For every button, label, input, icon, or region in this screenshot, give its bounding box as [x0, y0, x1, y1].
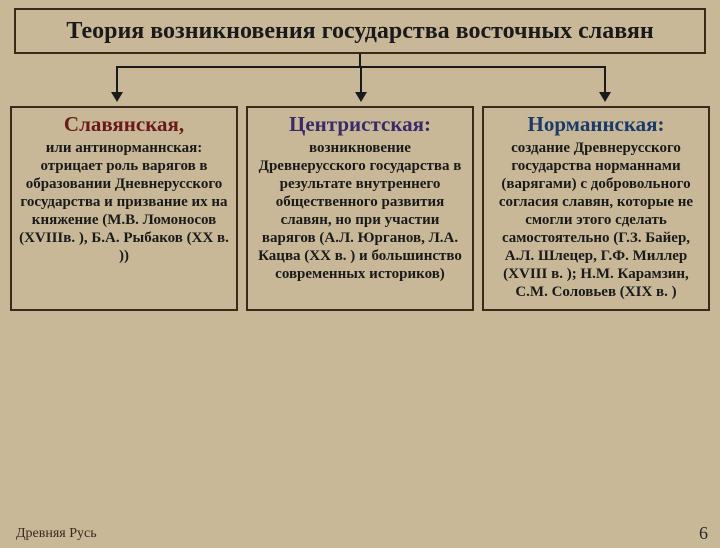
- theory-centrist: Центристская: возникновение Древнерусско…: [246, 106, 474, 311]
- arrow-head-2: [355, 92, 367, 102]
- theory-heading: Славянская,: [18, 112, 230, 137]
- theory-columns: Славянская, или антинорманнская: отрицае…: [10, 106, 710, 311]
- theory-heading: Центристская:: [254, 112, 466, 137]
- theory-slavic: Славянская, или антинорманнская: отрицае…: [10, 106, 238, 311]
- arrow-head-1: [111, 92, 123, 102]
- title-box: Теория возникновения государства восточн…: [14, 8, 706, 54]
- page-number: 6: [699, 523, 708, 544]
- arrow-connector: [14, 54, 706, 106]
- theory-norman: Норманнская: создание Древнерусского гос…: [482, 106, 710, 311]
- theory-body: или антинорманнская: отрицает роль варяг…: [18, 139, 230, 265]
- arrow-v1: [116, 66, 118, 92]
- theory-body: возникновение Древнерусского государства…: [254, 139, 466, 283]
- theory-heading: Норманнская:: [490, 112, 702, 137]
- arrow-head-3: [599, 92, 611, 102]
- arrow-v3: [604, 66, 606, 92]
- page-title: Теория возникновения государства восточн…: [26, 16, 694, 46]
- arrow-v2: [360, 66, 362, 92]
- arrow-stem: [359, 54, 361, 66]
- theory-body: создание Древнерусского государства норм…: [490, 139, 702, 301]
